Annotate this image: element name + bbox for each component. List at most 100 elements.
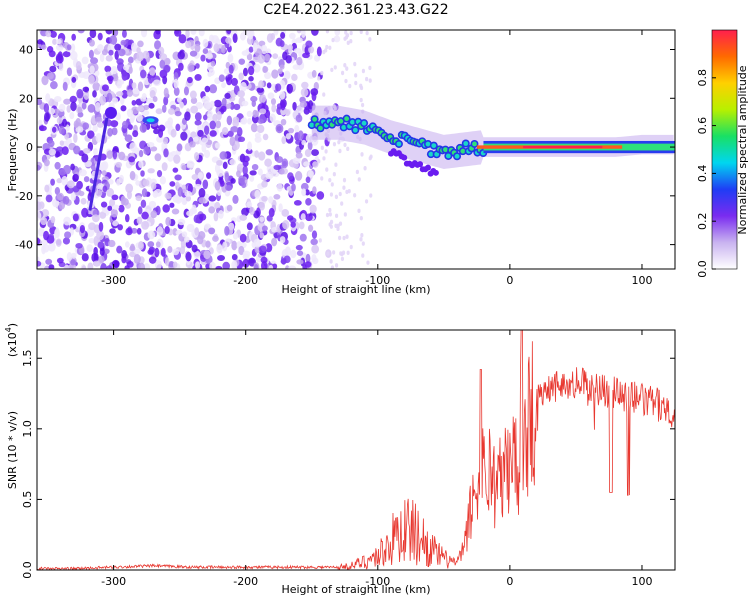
ridge-arm <box>424 164 431 171</box>
noise-blob <box>73 145 81 155</box>
streak-blob <box>146 118 155 123</box>
noise-blob <box>153 79 161 86</box>
noise-blob <box>237 136 246 143</box>
noise-blob <box>285 133 292 140</box>
noise-blob <box>126 89 134 97</box>
figure-title: C2E4.2022.361.23.43.G22 <box>263 2 448 18</box>
noise-blob <box>224 92 231 99</box>
noise-blob <box>334 223 338 229</box>
noise-blob <box>105 30 113 35</box>
noise-blob <box>92 90 97 98</box>
noise-blob <box>229 158 236 166</box>
noise-blob <box>290 249 297 259</box>
noise-blob <box>140 170 145 177</box>
noise-blob <box>159 176 166 185</box>
noise-blob <box>149 146 158 152</box>
noise-blob <box>41 244 46 255</box>
noise-blob <box>248 46 254 53</box>
noise-blob <box>275 37 283 47</box>
noise-blob <box>226 30 232 35</box>
noise-blob <box>268 207 275 218</box>
spectrogram-marks <box>37 30 675 269</box>
noise-blob <box>190 30 197 35</box>
noise-blob <box>96 122 104 128</box>
noise-blob <box>232 194 239 204</box>
noise-blob <box>147 230 156 240</box>
noise-blob <box>251 100 256 107</box>
noise-blob <box>288 32 296 40</box>
noise-blob <box>345 189 349 195</box>
noise-blob <box>121 89 128 99</box>
noise-blob <box>69 95 78 103</box>
noise-blob <box>241 207 249 217</box>
noise-blob <box>365 30 369 36</box>
noise-blob <box>246 53 253 61</box>
noise-blob <box>273 164 282 171</box>
noise-blob <box>249 175 255 182</box>
noise-blob <box>291 73 298 82</box>
noise-blob <box>139 124 147 133</box>
noise-blob <box>156 225 164 236</box>
noise-blob <box>224 172 230 183</box>
noise-blob <box>69 111 75 120</box>
noise-blob <box>177 187 183 197</box>
noise-blob <box>349 30 353 36</box>
noise-blob <box>96 44 104 52</box>
noise-blob <box>144 204 153 213</box>
noise-blob <box>242 160 249 167</box>
noise-blob <box>254 245 261 254</box>
noise-blob <box>124 241 130 248</box>
noise-blob <box>138 149 144 158</box>
noise-blob <box>172 194 181 203</box>
noise-blob <box>58 63 64 72</box>
noise-blob <box>346 250 350 255</box>
ridge-core <box>431 143 437 149</box>
colorbar-tick-label: 0.6 <box>696 117 709 135</box>
noise-blob <box>325 167 329 172</box>
noise-blob <box>121 198 129 206</box>
noise-blob <box>140 69 147 79</box>
noise-blob <box>295 244 303 251</box>
noise-blob <box>344 30 348 35</box>
noise-blob <box>136 106 145 112</box>
noise-blob <box>330 182 334 187</box>
noise-blob <box>233 103 241 111</box>
y-tick-label: 20 <box>19 92 33 105</box>
noise-blob <box>51 126 57 133</box>
noise-blob <box>49 81 58 90</box>
noise-blob <box>50 178 55 186</box>
colorbar-tick-label: 0.8 <box>696 69 709 87</box>
noise-blob <box>292 101 297 111</box>
noise-blob <box>209 261 216 269</box>
ridge-core <box>350 119 355 125</box>
noise-blob <box>304 189 310 196</box>
x-tick-label: -100 <box>365 274 390 287</box>
noise-blob <box>311 230 318 239</box>
noise-blob <box>193 250 201 259</box>
noise-blob <box>64 231 72 239</box>
noise-blob <box>265 149 274 156</box>
noise-blob <box>258 80 264 89</box>
noise-blob <box>201 143 207 153</box>
noise-blob <box>343 212 347 217</box>
noise-blob <box>329 259 333 264</box>
noise-blob <box>37 201 42 211</box>
noise-blob <box>361 241 365 246</box>
noise-blob <box>260 94 267 103</box>
noise-blob <box>268 196 274 204</box>
noise-blob <box>258 245 267 254</box>
noise-blob <box>316 46 322 57</box>
noise-blob <box>278 203 283 213</box>
noise-blob <box>328 207 332 213</box>
noise-blob <box>82 147 91 154</box>
noise-blob <box>43 159 50 167</box>
noise-blob <box>189 50 198 57</box>
noise-blob <box>173 154 181 164</box>
noise-blob <box>355 169 359 175</box>
noise-blob <box>128 156 136 163</box>
noise-blob <box>229 136 236 147</box>
noise-blob <box>273 30 279 36</box>
noise-blob <box>172 261 178 268</box>
noise-blob <box>149 67 156 76</box>
snr-multiplier-base: (x10 <box>6 332 19 357</box>
